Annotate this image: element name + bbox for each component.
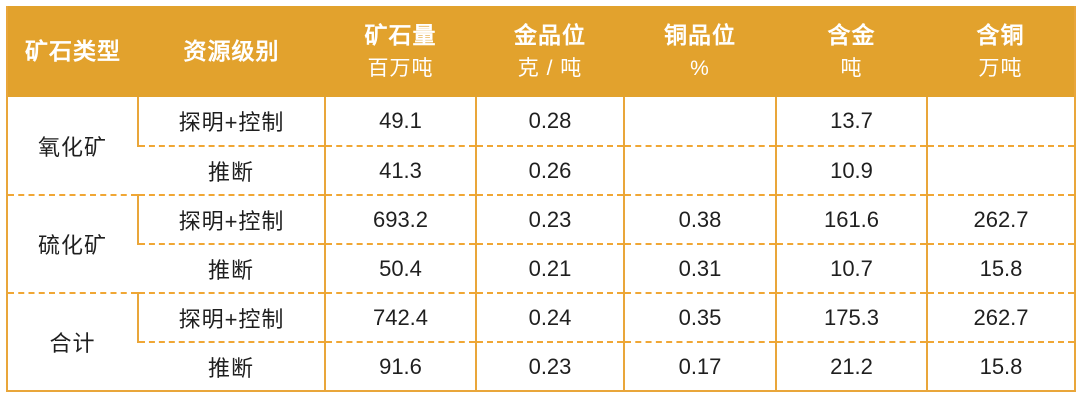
cell-contained-gold: 161.6 xyxy=(775,194,927,244)
resource-table: 矿石类型 资源级别 矿石量 百万吨 金品位 克 / 吨 xyxy=(6,6,1076,392)
cell-gold-grade: 0.26 xyxy=(475,145,624,195)
header-row: 矿石类型 资源级别 矿石量 百万吨 金品位 克 / 吨 xyxy=(7,6,1075,97)
header-contained-copper: 含铜 万吨 xyxy=(927,6,1075,97)
header-contained-gold: 含金 吨 xyxy=(776,6,927,97)
header-copper-grade-unit: % xyxy=(690,57,710,81)
cell-contained-gold: 21.2 xyxy=(775,341,927,391)
cell-ore-type: 硫化矿 xyxy=(7,194,138,293)
header-contained-copper-unit: 万吨 xyxy=(978,57,1023,81)
cell-resource-level: 推断 xyxy=(138,145,325,195)
cell-contained-gold: 10.9 xyxy=(775,145,927,195)
cell-contained-copper xyxy=(926,97,1075,146)
cell-copper-grade xyxy=(623,97,776,146)
table-row: 合计 探明+控制 742.4 0.24 0.35 175.3 262.7 xyxy=(7,292,1075,391)
cell-gold-grade: 0.28 xyxy=(475,97,624,146)
header-ore-amount-label: 矿石量 xyxy=(364,21,437,48)
cell-gold-grade: 0.21 xyxy=(475,243,624,293)
cell-copper-grade: 0.31 xyxy=(623,243,776,293)
cell-resource-level: 探明+控制 xyxy=(137,97,325,146)
table-header: 矿石类型 资源级别 矿石量 百万吨 金品位 克 / 吨 xyxy=(7,6,1075,97)
header-ore-type-label: 矿石类型 xyxy=(25,37,121,64)
cell-ore-amount: 41.3 xyxy=(324,145,476,195)
cell-copper-grade: 0.17 xyxy=(623,341,776,391)
header-resource-level: 资源级别 xyxy=(138,6,325,97)
table-row: 推断 41.3 0.26 10.9 xyxy=(7,145,1075,195)
cell-contained-copper: 262.7 xyxy=(926,194,1075,244)
header-gold-grade: 金品位 克 / 吨 xyxy=(476,6,624,97)
header-ore-amount: 矿石量 百万吨 xyxy=(325,6,476,97)
cell-copper-grade: 0.35 xyxy=(623,292,776,342)
cell-resource-level: 探明+控制 xyxy=(137,292,325,342)
header-ore-type: 矿石类型 xyxy=(7,6,138,97)
table-body: 氧化矿 探明+控制 49.1 0.28 13.7 推断 41.3 0.26 10… xyxy=(7,97,1075,391)
header-contained-copper-label: 含铜 xyxy=(976,21,1025,48)
cell-resource-level: 探明+控制 xyxy=(137,194,325,244)
cell-ore-type: 氧化矿 xyxy=(37,134,107,160)
cell-contained-copper: 262.7 xyxy=(926,292,1075,342)
header-contained-gold-label: 含金 xyxy=(827,21,876,48)
header-resource-level-label: 资源级别 xyxy=(183,37,280,64)
cell-contained-copper: 15.8 xyxy=(926,243,1075,293)
header-ore-amount-unit: 百万吨 xyxy=(367,57,434,81)
cell-ore-amount: 693.2 xyxy=(324,194,476,244)
table-row: 氧化矿 探明+控制 49.1 0.28 13.7 xyxy=(7,97,1075,160)
table-row: 硫化矿 探明+控制 693.2 0.23 0.38 161.6 262.7 xyxy=(7,194,1075,293)
cell-copper-grade xyxy=(623,145,776,195)
cell-resource-level: 推断 xyxy=(138,243,325,293)
header-contained-gold-unit: 吨 xyxy=(840,57,863,81)
cell-gold-grade: 0.24 xyxy=(475,292,624,342)
cell-gold-grade: 0.23 xyxy=(475,194,624,244)
header-gold-grade-label: 金品位 xyxy=(514,21,586,48)
cell-contained-copper: 15.8 xyxy=(926,341,1075,391)
header-copper-grade: 铜品位 % xyxy=(624,6,776,97)
cell-ore-amount: 742.4 xyxy=(324,292,476,342)
header-gold-grade-unit: 克 / 吨 xyxy=(517,57,583,81)
cell-resource-level: 推断 xyxy=(138,341,325,391)
cell-contained-copper xyxy=(926,145,1075,195)
cell-contained-gold: 10.7 xyxy=(775,243,927,293)
cell-contained-gold: 175.3 xyxy=(775,292,927,342)
table-row: 推断 50.4 0.21 0.31 10.7 15.8 xyxy=(7,243,1075,293)
cell-ore-amount: 91.6 xyxy=(324,341,476,391)
cell-ore-type: 合计 xyxy=(7,292,138,391)
header-copper-grade-label: 铜品位 xyxy=(664,21,736,48)
table-row: 推断 91.6 0.23 0.17 21.2 15.8 xyxy=(7,341,1075,391)
cell-ore-amount: 50.4 xyxy=(324,243,476,293)
cell-gold-grade: 0.23 xyxy=(475,341,624,391)
cell-contained-gold: 13.7 xyxy=(775,97,927,146)
cell-ore-amount: 49.1 xyxy=(324,97,476,146)
cell-copper-grade: 0.38 xyxy=(623,194,776,244)
